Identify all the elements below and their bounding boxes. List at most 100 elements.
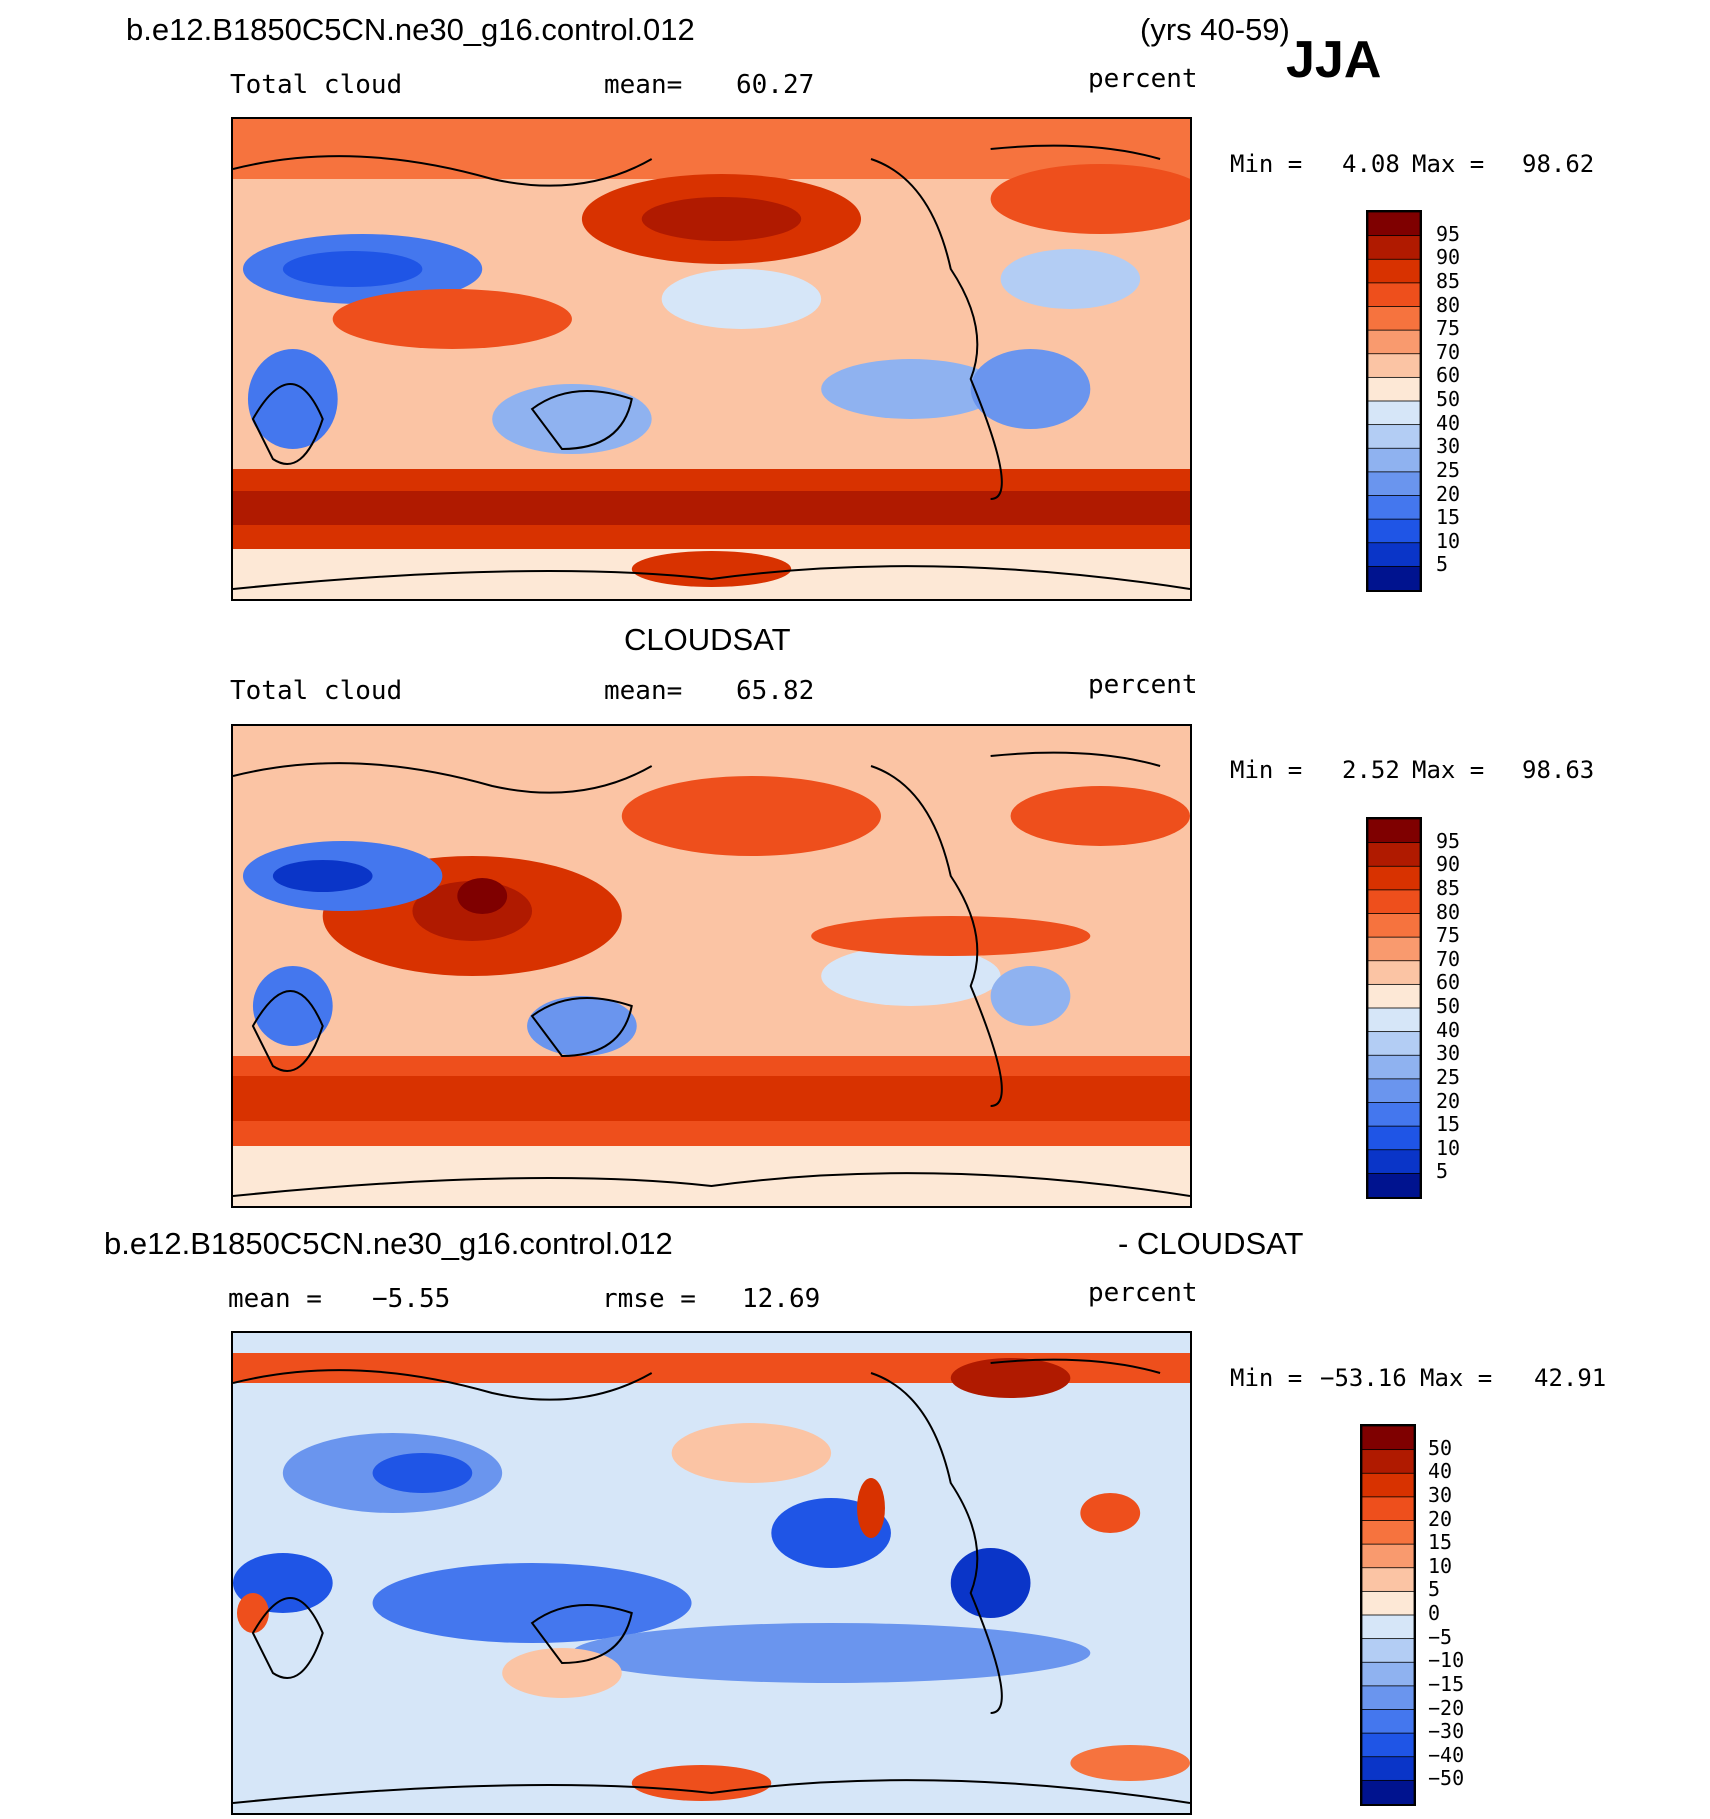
panel3-map (231, 1331, 1192, 1815)
colorbar-swatch (1368, 495, 1420, 521)
panel3-rmse-text: rmse = (602, 1284, 696, 1314)
colorbar-tick-label: 10 (1436, 1135, 1461, 1160)
colorbar-tick-label: 40 (1436, 1017, 1461, 1042)
colorbar-tick-label: 95 (1436, 828, 1461, 853)
colorbar-swatch (1362, 1685, 1414, 1711)
colorbar-tick-label: 20 (1436, 1088, 1461, 1113)
colorbar-tick-label: 30 (1428, 1482, 1453, 1507)
colorbar-tick-label: 75 (1436, 923, 1461, 948)
panel1-mean-value: 60.27 (736, 70, 815, 100)
panel2-mean-value: 65.82 (736, 676, 815, 706)
colorbar-swatch (1368, 842, 1420, 868)
colorbar-tick-label: −10 (1428, 1648, 1465, 1673)
colorbar-tick-label: 90 (1436, 852, 1461, 877)
panel3-rmse-value: 12.69 (742, 1284, 821, 1314)
colorbar-swatch (1368, 819, 1420, 844)
colorbar-swatch (1362, 1614, 1414, 1640)
colorbar-swatch (1362, 1756, 1414, 1782)
colorbar-tick-label: −30 (1428, 1719, 1465, 1744)
colorbar-tick-label: 80 (1436, 899, 1461, 924)
panel3-min-value: −53.16 (1320, 1364, 1407, 1392)
panel3-map-field (233, 1333, 1190, 1813)
panel3-max-value: 42.91 (1534, 1364, 1607, 1392)
panel3-title-left: b.e12.B1850C5CN.ne30_g16.control.012 (104, 1226, 673, 1261)
colorbar-tick-label: 50 (1428, 1435, 1453, 1460)
panel1-field: Total cloud (230, 70, 403, 100)
colorbar-swatch (1368, 282, 1420, 308)
colorbar-swatch (1362, 1520, 1414, 1546)
colorbar-swatch (1362, 1567, 1414, 1593)
panel1-map (231, 117, 1192, 601)
colorbar-tick-label: 20 (1428, 1506, 1453, 1531)
panel1-map-field (233, 119, 1190, 599)
colorbar-tick-label: 30 (1436, 434, 1461, 459)
colorbar-tick-label: −20 (1428, 1695, 1465, 1720)
colorbar-tick-label: 20 (1436, 481, 1461, 506)
panel3-min-label: Min = (1230, 1364, 1303, 1392)
colorbar-swatch (1368, 235, 1420, 261)
colorbar-swatch (1362, 1472, 1414, 1498)
panel1-mean-text: mean= (604, 70, 683, 100)
colorbar-tick-label: 5 (1436, 552, 1449, 577)
colorbar-swatch (1368, 1054, 1420, 1080)
colorbar-swatch (1362, 1543, 1414, 1569)
colorbar-tick-label: 25 (1436, 1064, 1461, 1089)
colorbar-swatch (1362, 1709, 1414, 1735)
panel2-max-value: 98.63 (1522, 756, 1595, 784)
colorbar-swatch (1368, 565, 1420, 590)
colorbar-tick-label: −50 (1428, 1766, 1465, 1791)
panel1-units: percent (1088, 64, 1198, 94)
panel2-map (231, 724, 1192, 1208)
colorbar-tick-label: −5 (1428, 1624, 1453, 1649)
colorbar-swatch (1368, 1172, 1420, 1197)
colorbar-swatch (1362, 1496, 1414, 1522)
colorbar-tick-label: 10 (1436, 528, 1461, 553)
panel1-colorbar (1366, 210, 1422, 592)
colorbar-tick-label: 5 (1428, 1577, 1441, 1602)
colorbar-swatch (1368, 1149, 1420, 1175)
colorbar-tick-label: 15 (1428, 1530, 1453, 1555)
colorbar-swatch (1368, 542, 1420, 568)
colorbar-tick-label: 60 (1436, 970, 1461, 995)
colorbar-tick-label: 80 (1436, 292, 1461, 317)
colorbar-swatch (1368, 865, 1420, 891)
colorbar-tick-label: 10 (1428, 1553, 1453, 1578)
panel3-title-right: - CLOUDSAT (1118, 1226, 1304, 1261)
colorbar-swatch (1362, 1590, 1414, 1616)
colorbar-tick-label: 70 (1436, 339, 1461, 364)
colorbar-tick-label: 50 (1436, 387, 1461, 411)
colorbar-tick-label: 75 (1436, 316, 1461, 341)
panel3-max-label: Max = (1420, 1364, 1493, 1392)
colorbar-swatch (1368, 1031, 1420, 1057)
panel2-min-label: Min = (1230, 756, 1303, 784)
colorbar-swatch (1368, 960, 1420, 986)
colorbar-tick-label: 50 (1436, 994, 1461, 1018)
panel2-field: Total cloud (230, 676, 403, 706)
colorbar-swatch (1368, 471, 1420, 497)
colorbar-tick-label: 95 (1436, 221, 1461, 246)
colorbar-tick-label: 85 (1436, 268, 1461, 293)
years-label: (yrs 40-59) (1140, 12, 1290, 47)
colorbar-swatch (1368, 889, 1420, 915)
panel1-max-value: 98.62 (1522, 150, 1595, 178)
colorbar-swatch (1362, 1661, 1414, 1687)
colorbar-swatch (1362, 1449, 1414, 1475)
colorbar-swatch (1368, 913, 1420, 939)
colorbar-tick-label: −15 (1428, 1671, 1465, 1696)
colorbar-tick-label: 5 (1436, 1159, 1449, 1184)
panel2-mean-text: mean= (604, 676, 683, 706)
colorbar-swatch (1368, 376, 1420, 402)
panel1-min-label: Min = (1230, 150, 1303, 178)
panel2-max-label: Max = (1412, 756, 1485, 784)
colorbar-swatch (1368, 212, 1420, 237)
panel2-units: percent (1088, 670, 1198, 700)
colorbar-swatch (1368, 1125, 1420, 1151)
colorbar-swatch (1368, 258, 1420, 284)
colorbar-swatch (1368, 306, 1420, 332)
colorbar-tick-label: 90 (1436, 245, 1461, 270)
panel2-title: CLOUDSAT (624, 622, 791, 657)
colorbar-swatch (1368, 936, 1420, 962)
panel3-mean-text: mean = (228, 1284, 322, 1314)
panel3-units: percent (1088, 1278, 1198, 1308)
colorbar-tick-label: 15 (1436, 505, 1461, 530)
